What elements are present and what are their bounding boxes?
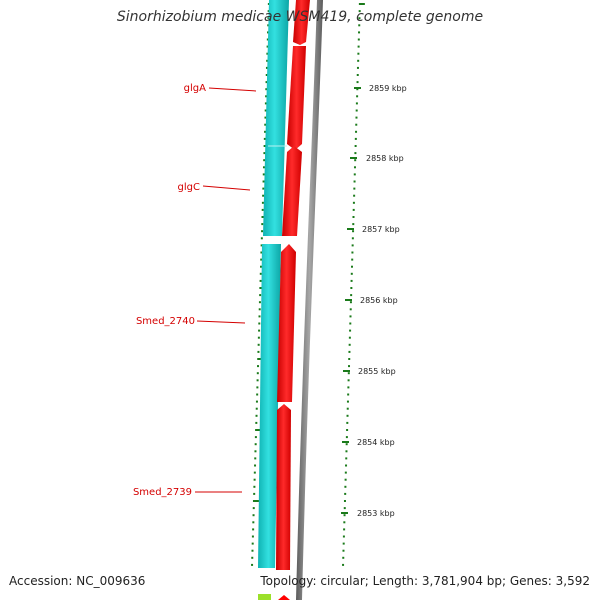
svg-text:glgA: glgA [184,83,206,94]
svg-text:Smed_2740: Smed_2740 [136,316,195,327]
bottom-feature [258,594,271,600]
accession-text: Accession: NC_009636 [9,574,146,588]
svg-text:2853 kbp: 2853 kbp [357,509,395,518]
scale-tick-2857: 2857 kbp [347,225,400,234]
gene-label-Smed_2740[interactable]: Smed_2740 [136,316,246,327]
gene-arrow-glgC [282,146,302,236]
svg-text:2858 kbp: 2858 kbp [366,154,404,163]
scale-tick-2853: 2853 kbp [341,509,395,518]
genome-summary-text: Topology: circular; Length: 3,781,904 bp… [260,574,590,588]
svg-text:2857 kbp: 2857 kbp [362,225,400,234]
gene-arrow-bottom [278,595,290,600]
svg-text:Smed_2739: Smed_2739 [133,487,192,498]
gene-label-glgC[interactable]: glgC [178,182,251,193]
scale-tick-2855: 2855 kbp [343,367,396,376]
scale-tick-2854: 2854 kbp [342,438,395,447]
svg-text:2854 kbp: 2854 kbp [357,438,395,447]
scale-tick-2858: 2858 kbp [350,154,404,163]
svg-text:2859 kbp: 2859 kbp [369,84,407,93]
svg-text:2855 kbp: 2855 kbp [358,367,396,376]
gene-arrow-Smed_2740 [277,244,296,402]
map-title: Sinorhizobium medicae WSM419, complete g… [116,9,484,25]
scale-tick-2859: 2859 kbp [354,84,407,93]
cds-track-segment-1 [263,0,289,236]
scale-tick-2856: 2856 kbp [345,296,398,305]
gene-arrow-Smed_2739 [276,404,291,570]
gene-label-Smed_2739[interactable]: Smed_2739 [133,487,242,498]
gene-arrow-1 [293,0,310,45]
cds-track-segment-2 [258,244,281,568]
gene-arrow-glgA [287,46,306,150]
gene-label-glgA[interactable]: glgA [184,83,257,94]
genome-backbone [296,0,323,600]
svg-text:glgC: glgC [178,182,200,193]
svg-text:2856 kbp: 2856 kbp [360,296,398,305]
outer-tick-marks [342,3,365,566]
inner-tick-marks [251,3,274,566]
